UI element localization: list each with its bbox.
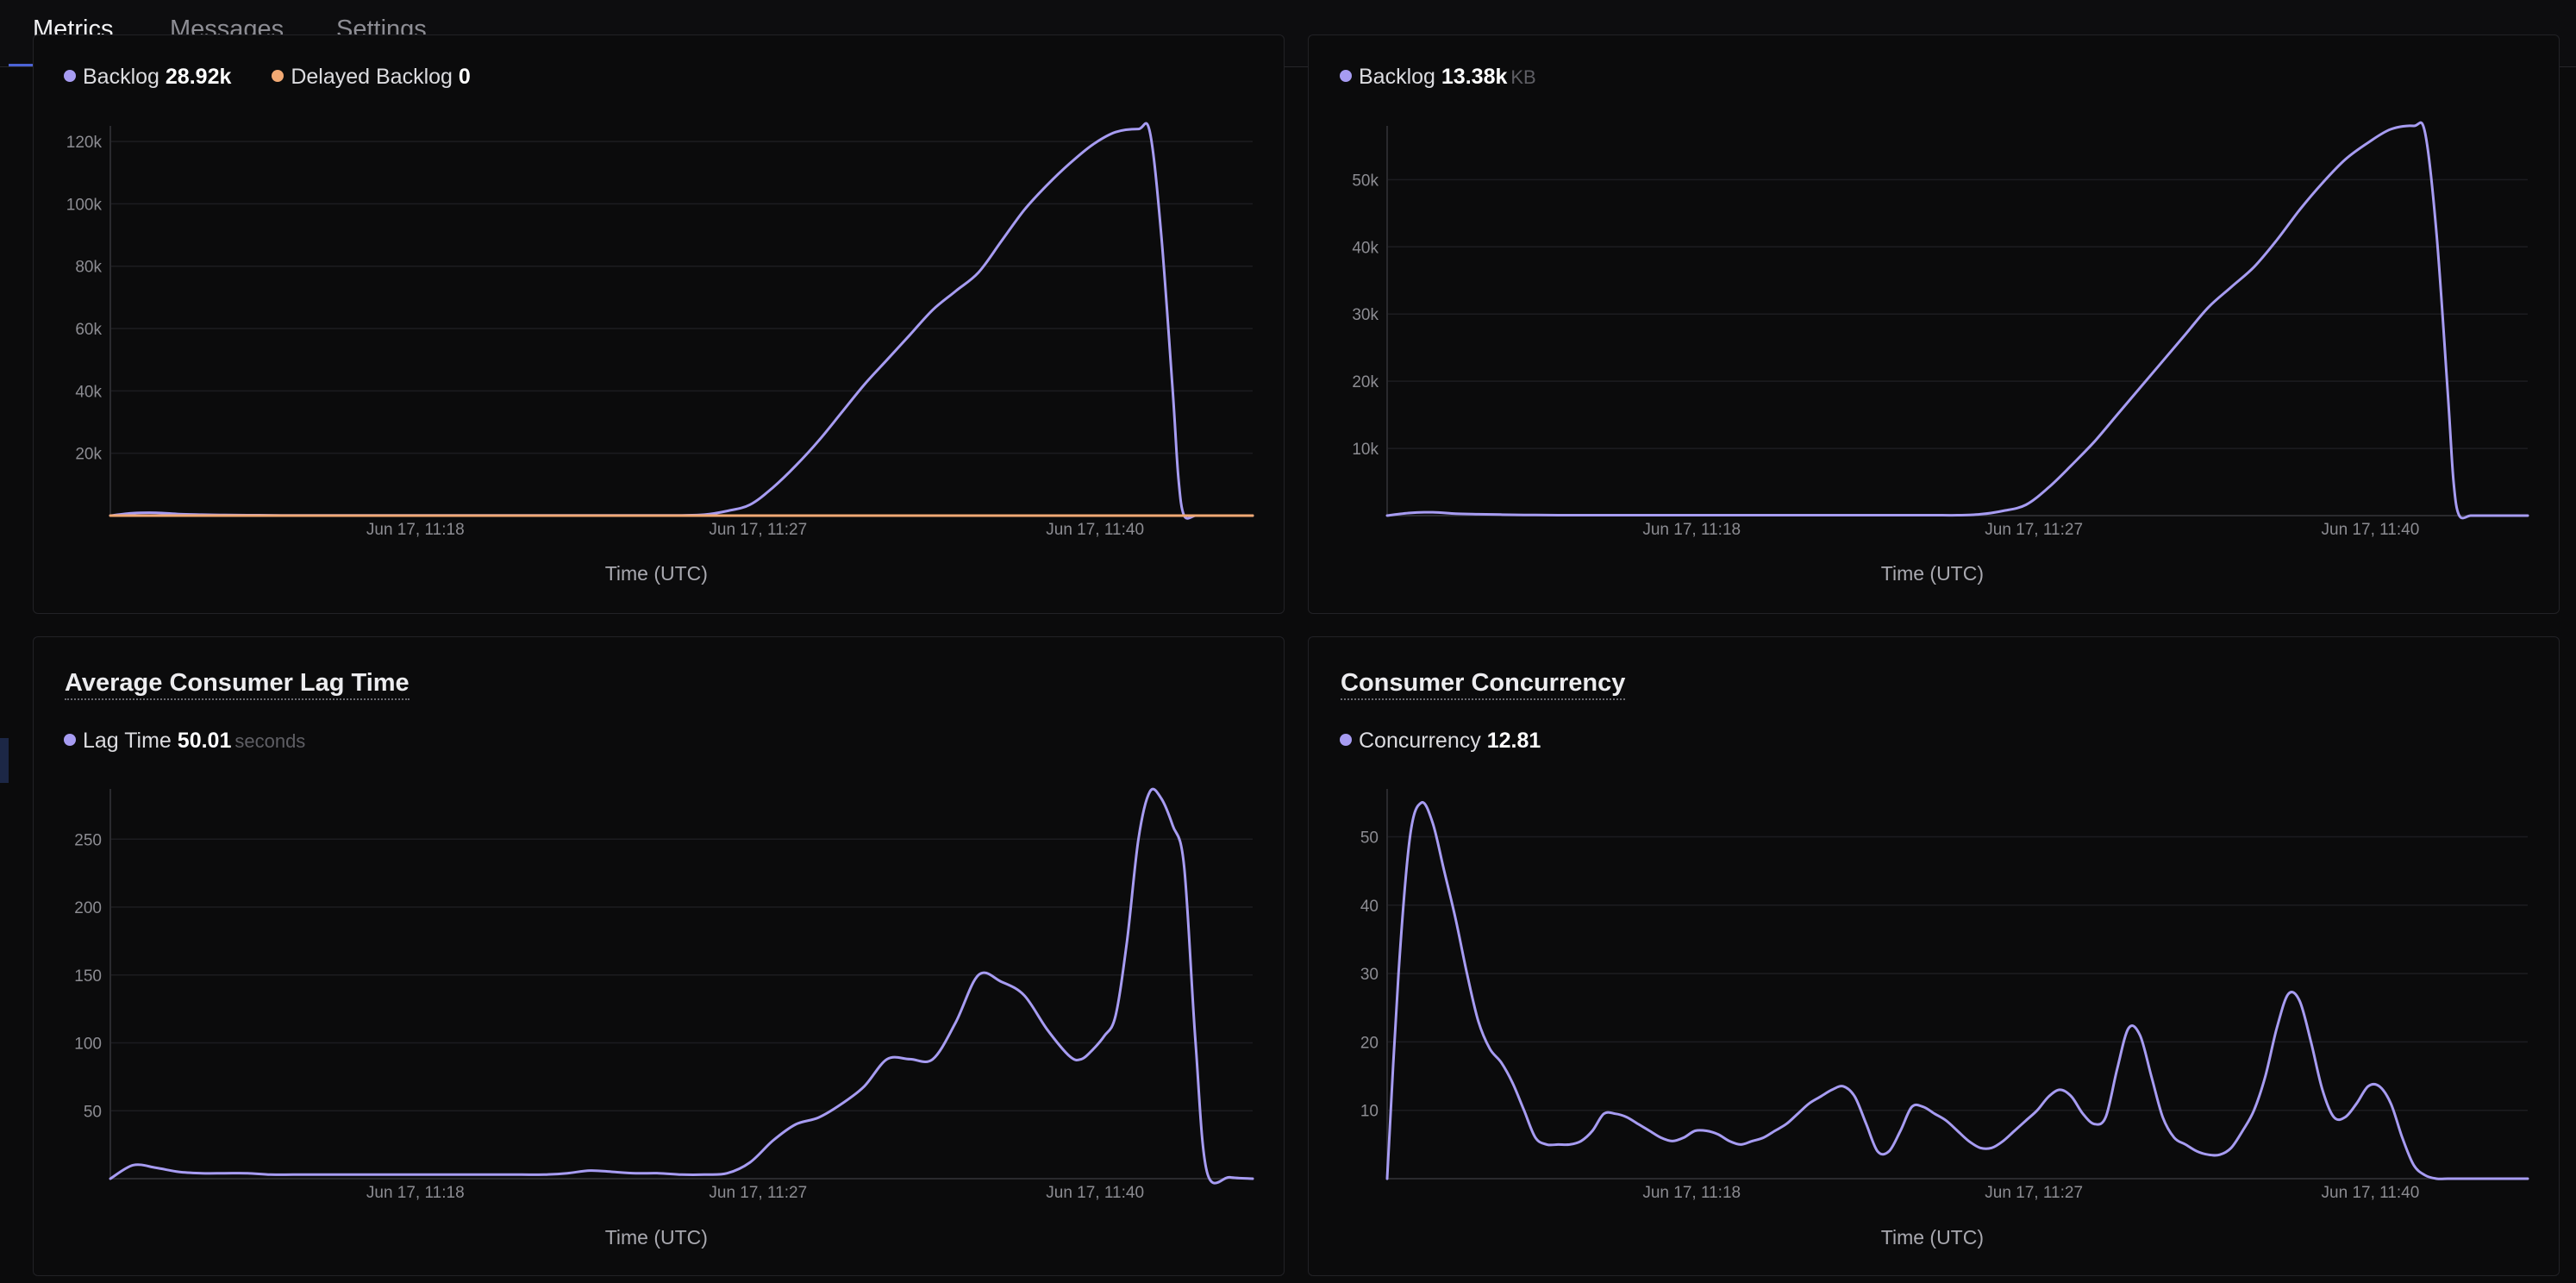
y-tick-label: 100k [66,196,103,214]
series-line-backlog [109,122,1254,520]
x-axis-label: Time (UTC) [1881,1226,1984,1249]
legend-item-backlog[interactable]: Backlog 13.38k KB [1340,65,1536,90]
legend-item-concurrency[interactable]: Concurrency 12.81 [1340,729,1541,754]
x-tick-label: Jun 17, 11:18 [1642,1184,1741,1202]
y-tick-label: 40 [1360,898,1379,916]
concurrency-legend: Concurrency 12.81 [1340,729,1575,754]
series-dot [64,734,76,746]
y-tick-label: 80k [75,259,102,277]
y-tick-label: 30k [1352,306,1379,324]
x-tick-label: Jun 17, 11:27 [709,1184,807,1202]
concurrency-chart[interactable]: 10 20 30 40 50 Jun 17, 11:18 Jun 17, 11:27 Jun … [1327,789,2536,1274]
x-axis-label: Time (UTC) [605,1226,708,1249]
series-dot [1340,734,1352,746]
series-dot [1340,70,1352,82]
x-tick-label: Jun 17, 11:40 [2322,1184,2420,1202]
backlog-size-panel [1308,34,2560,614]
y-tick-label: 30 [1360,966,1379,984]
y-tick-label: 40k [75,383,102,401]
series-dot [64,70,76,82]
lag-time-title[interactable]: Average Consumer Lag Time [65,669,410,700]
series-line-concurrency [1385,801,2529,1180]
legend-item-delayed-backlog[interactable]: Delayed Backlog 0 [272,65,471,90]
y-tick-label: 10k [1352,441,1379,459]
x-tick-label: Jun 17, 11:40 [2322,521,2420,539]
x-axis-label: Time (UTC) [605,562,708,585]
x-tick-label: Jun 17, 11:18 [1642,521,1741,539]
backlog-size-legend: Backlog 13.38k KB [1340,65,1571,90]
y-tick-label: 150 [74,967,102,986]
y-tick-label: 50 [84,1103,102,1121]
y-tick-label: 200 [74,899,102,917]
sidebar-edge-highlight [0,738,9,783]
y-tick-label: 250 [74,831,102,849]
x-axis-label: Time (UTC) [1881,562,1984,585]
y-tick-label: 50k [1352,172,1379,190]
x-tick-label: Jun 17, 11:18 [366,1184,465,1202]
y-tick-label: 40k [1352,239,1379,257]
series-dot [272,70,284,82]
concurrency-title[interactable]: Consumer Concurrency [1341,669,1626,700]
y-tick-label: 20k [1352,373,1379,391]
lag-time-legend: Lag Time 50.01 seconds [64,729,340,754]
concurrency-panel [1308,636,2560,1276]
backlog-count-chart[interactable]: 20k 40k 60k 80k 100k 120k Jun 17, 11:18 Jun 17,… [50,122,1261,610]
y-tick-label: 60k [75,321,102,339]
x-tick-label: Jun 17, 11:27 [709,521,807,539]
y-tick-label: 100 [74,1036,102,1054]
y-tick-label: 20 [1360,1034,1379,1052]
y-tick-label: 10 [1360,1103,1379,1121]
y-tick-label: 120k [66,134,103,152]
lag-time-panel [33,636,1285,1276]
legend-item-lag-time[interactable]: Lag Time 50.01 seconds [64,729,305,754]
backlog-count-panel [33,34,1285,614]
series-line-backlog [1385,121,2529,520]
x-tick-label: Jun 17, 11:40 [1046,521,1144,539]
y-tick-label: 20k [75,446,102,464]
x-tick-label: Jun 17, 11:27 [1985,521,2083,539]
series-line-lag-time [109,787,1254,1185]
x-tick-label: Jun 17, 11:40 [1046,1184,1144,1202]
backlog-size-chart[interactable]: 10k 20k 30k 40k 50k Jun 17, 11:18 Jun 17, 11:2… [1327,121,2536,610]
x-tick-label: Jun 17, 11:18 [366,521,465,539]
backlog-count-legend: Backlog 28.92k Delayed Backlog 0 [64,65,505,90]
legend-item-backlog[interactable]: Backlog 28.92k [64,65,231,90]
y-tick-label: 50 [1360,829,1379,848]
x-tick-label: Jun 17, 11:27 [1985,1184,2083,1202]
lag-time-chart[interactable]: 50 100 150 200 250 Jun 17, 11:18 Jun 17, 11:27… [50,787,1261,1274]
